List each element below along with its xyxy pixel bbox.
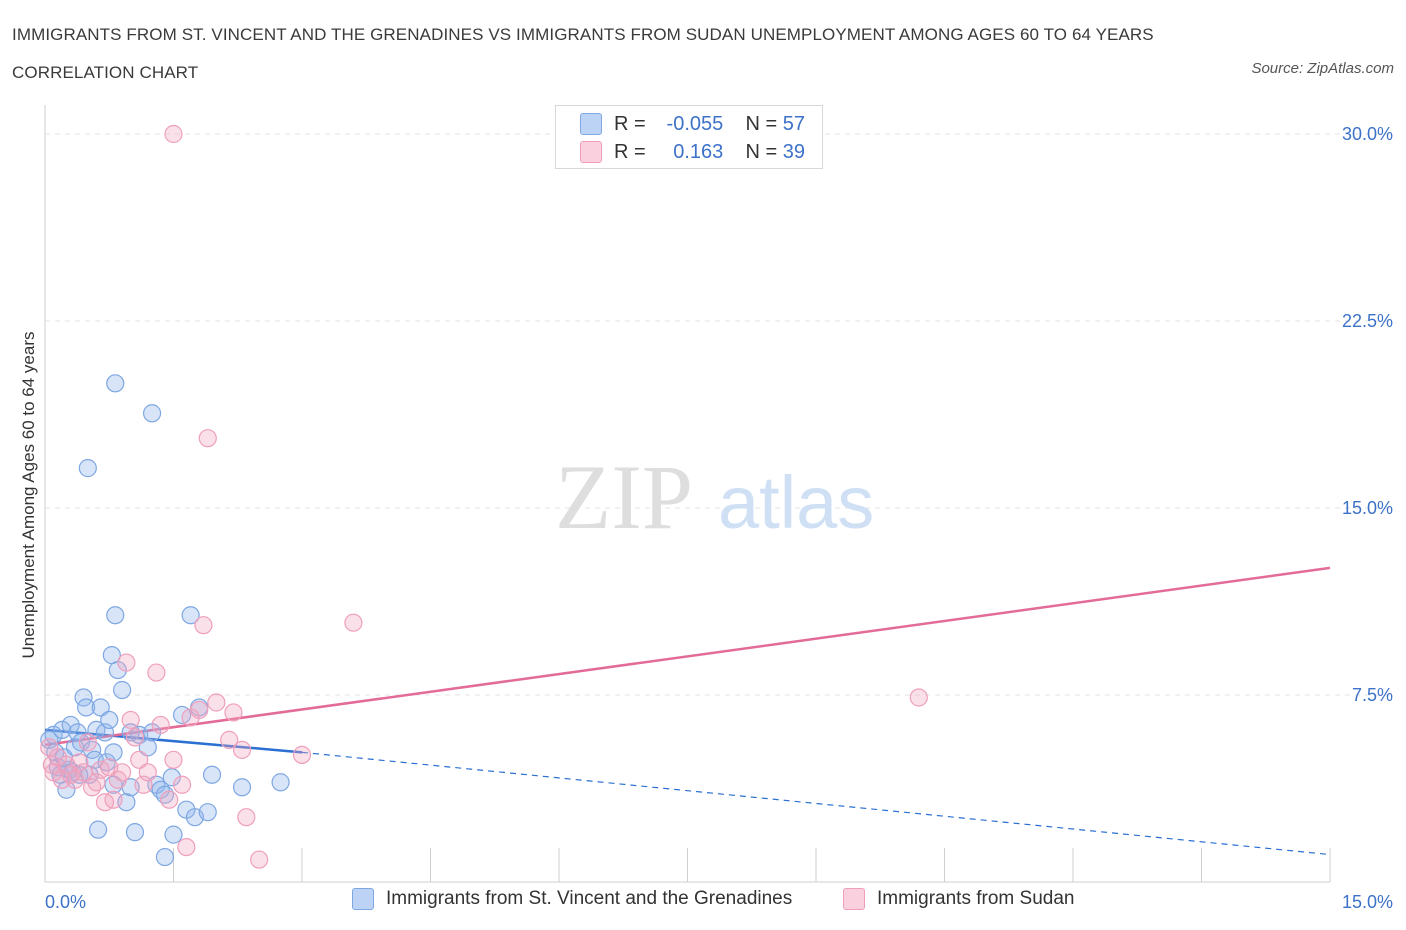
y-tick-label: 30.0% xyxy=(1342,124,1393,144)
pink-data-point xyxy=(232,740,252,759)
legend-n-value: 39 xyxy=(782,140,805,163)
pink-data-point xyxy=(125,728,145,747)
blue-data-point xyxy=(202,765,222,784)
y-axis-label: Unemployment Among Ages 60 to 64 years xyxy=(19,332,38,659)
watermark-zip: ZIP xyxy=(555,446,693,548)
bottom-legend-label: Immigrants from St. Vincent and the Gren… xyxy=(386,888,793,909)
blue-data-point xyxy=(78,459,97,478)
chart-title: IMMIGRANTS FROM ST. VINCENT AND THE GREN… xyxy=(12,25,1154,82)
legend-row-blue: R = -0.055 N = 57 xyxy=(580,111,805,137)
x-tick-label: 15.0% xyxy=(1342,892,1393,912)
pink-data-point xyxy=(292,745,312,764)
tick-labels: 7.5% 15.0% 22.5% 30.0% 0.0% 15.0% xyxy=(45,124,1393,912)
legend-r-value: -0.055 xyxy=(666,112,724,135)
blue-data-point xyxy=(97,753,116,772)
legend-n-value: 57 xyxy=(782,112,805,135)
blue-data-point xyxy=(232,778,252,797)
blue-data-point xyxy=(100,710,119,730)
pink-data-point xyxy=(112,763,132,782)
pink-data-point xyxy=(344,613,363,632)
pink-data-point xyxy=(117,653,136,672)
blue-data-point xyxy=(125,823,145,842)
pink-data-point xyxy=(121,710,140,730)
legend-row-pink: R = 0.163 N = 39 xyxy=(580,139,805,165)
legend-box: R = -0.055 N = 57 R = 0.163 N = 39 xyxy=(555,105,823,169)
blue-data-point xyxy=(164,825,183,844)
blue-data-point xyxy=(181,606,200,625)
legend-r-label: R = xyxy=(614,140,646,163)
pink-data-point xyxy=(53,770,72,789)
y-tick-label: 22.5% xyxy=(1342,311,1393,331)
bottom-legend-label: Immigrants from Sudan xyxy=(877,888,1075,909)
blue-data-point xyxy=(155,847,175,867)
blue-trend-line-dashed xyxy=(301,751,1331,856)
blue-data-point xyxy=(91,698,110,717)
pink-data-point xyxy=(250,850,269,869)
blue-data-point xyxy=(271,773,290,792)
axes xyxy=(44,105,1331,883)
pink-data-point xyxy=(104,790,123,809)
y-tick-label: 7.5% xyxy=(1352,685,1393,705)
pink-data-point xyxy=(151,715,170,735)
blue-data-point xyxy=(61,715,80,735)
pink-data-point xyxy=(190,700,209,720)
pink-data-point xyxy=(78,733,97,752)
pink-data-point xyxy=(130,750,149,769)
pink-data-point xyxy=(172,775,192,794)
pink-data-point xyxy=(164,750,183,769)
legend-r-value: 0.163 xyxy=(673,140,724,163)
pink-data-point xyxy=(220,730,239,749)
pink-data-point xyxy=(138,763,157,782)
blue-data-point xyxy=(89,820,108,839)
pink-data-point xyxy=(224,703,243,722)
pink-data-point xyxy=(194,616,213,635)
blue-data-point xyxy=(106,606,125,625)
blue-data-point xyxy=(104,743,123,762)
x-tick-label: 0.0% xyxy=(45,892,86,912)
bottom-legend-swatch-blue xyxy=(352,888,374,910)
legend-r-label: R = xyxy=(614,112,646,135)
chart-source: Source: ZipAtlas.com xyxy=(1251,60,1394,77)
pink-data-point xyxy=(198,429,217,448)
pink-data-point xyxy=(70,753,89,772)
watermark: ZIP atlas xyxy=(555,446,874,548)
pink-data-point xyxy=(42,755,61,774)
legend-swatch-pink xyxy=(580,141,602,163)
legend-swatch-blue xyxy=(580,113,602,135)
legend-n-label: N = xyxy=(745,112,778,135)
blue-data-point xyxy=(77,698,96,717)
pink-trend-line xyxy=(44,566,1331,747)
pink-data-point xyxy=(909,688,928,707)
blue-data-point xyxy=(112,680,132,700)
grid-lines xyxy=(45,133,1390,696)
blue-data-point xyxy=(53,720,72,740)
bottom-legend-blue: Immigrants from St. Vincent and the Gren… xyxy=(352,888,792,910)
pink-data-point xyxy=(164,124,183,144)
bottom-legend-swatch-pink xyxy=(843,888,865,910)
y-tick-label: 15.0% xyxy=(1342,498,1393,518)
pink-data-point xyxy=(207,693,226,712)
legend-n-label: N = xyxy=(745,140,778,163)
pink-data-point xyxy=(147,663,166,682)
pink-data-point xyxy=(177,837,196,857)
blue-data-point xyxy=(162,768,181,787)
pink-data-point xyxy=(160,790,179,809)
watermark-atlas: atlas xyxy=(718,461,874,544)
blue-data-point xyxy=(106,374,125,393)
bottom-legend-pink: Immigrants from Sudan xyxy=(843,888,1074,910)
pink-data-point xyxy=(237,808,256,827)
blue-data-point xyxy=(142,404,162,423)
blue-data-point xyxy=(198,803,217,822)
data-points xyxy=(40,124,928,869)
blue-data-point xyxy=(138,738,157,757)
